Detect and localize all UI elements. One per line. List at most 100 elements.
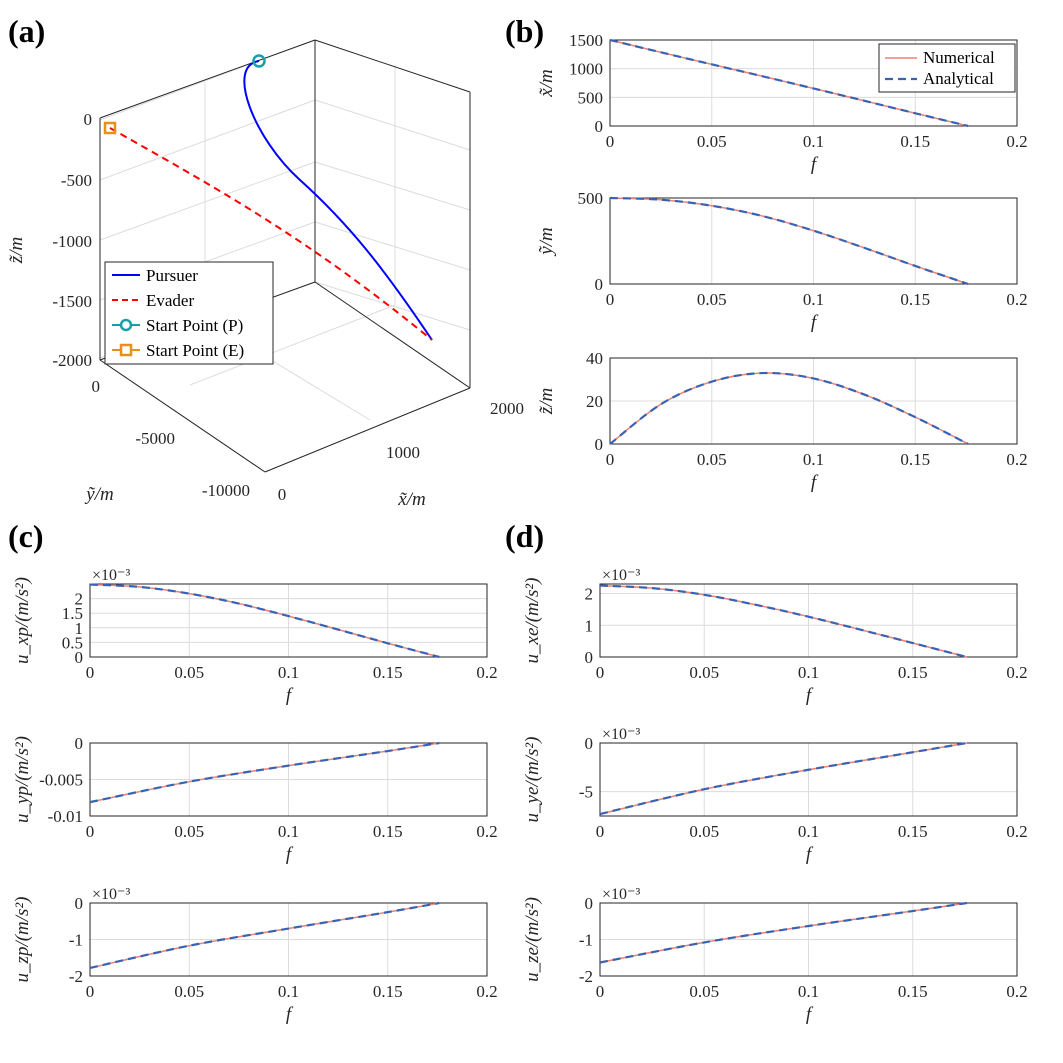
chart-b1: 0 0.05 0.1 0.15 0.2 0 500 1000 1500 f x̃/m Numerica… <box>536 31 1028 175</box>
y-tick: -5000 <box>135 429 175 448</box>
x-tick-label: 0.1 <box>798 822 819 841</box>
y-axis-label: ỹ/m <box>84 484 113 505</box>
series-line-analytical <box>599 584 968 659</box>
y-tick-label: 0 <box>595 275 604 294</box>
y-tick-label: 0 <box>585 734 594 753</box>
x-tick-label: 0.05 <box>697 132 727 151</box>
y-tick: 0 <box>92 377 101 396</box>
y-axis-label: x̃/m <box>536 69 557 97</box>
x-tick-label: 0.1 <box>798 663 819 682</box>
x-tick-label: 0.1 <box>278 663 299 682</box>
z-tick: -500 <box>61 171 92 190</box>
y-tick-label: 1500 <box>569 31 603 50</box>
y-tick-label: -1 <box>579 931 593 950</box>
x-tick-label: 0 <box>86 982 95 1001</box>
y-tick-label: -2 <box>579 967 593 986</box>
z-axis-label: z̃/m <box>6 237 27 264</box>
panel-a-3d-plot: 0 -500 -1000 -1500 -2000 z̃/m 0 -5000 -1… <box>6 39 524 510</box>
panel-label-b: (b) <box>505 13 544 49</box>
x-tick-label: 0.1 <box>803 132 824 151</box>
z-tick: -1000 <box>52 232 92 251</box>
y-tick-label: 0 <box>75 734 84 753</box>
x-tick-label: 0.1 <box>278 822 299 841</box>
y-tick-label: -0.01 <box>48 807 83 826</box>
y-tick-labels: 0 -5000 -10000 <box>92 377 251 500</box>
y-tick-label: -2 <box>69 967 83 986</box>
x-tick-label: 0.2 <box>476 822 497 841</box>
y-axis-label: u_xe/(m/s²) <box>522 578 543 664</box>
y-tick-label: 2 <box>585 585 594 604</box>
x-tick-label: 0.2 <box>476 982 497 1001</box>
x-tick-label: 0.15 <box>373 822 403 841</box>
series-line-analytical <box>599 741 968 816</box>
z-tick-labels: 0 -500 -1000 -1500 -2000 <box>52 110 92 370</box>
y-tick-label: 500 <box>578 189 604 208</box>
chart-c3: 0 0.05 0.1 0.15 0.2 -2 -1 0 f u_zp/(m/s²) ×10⁻³ <box>12 886 498 1025</box>
x-tick-label: 0.1 <box>803 450 824 469</box>
y-tick-label: 0 <box>75 894 84 913</box>
series-line-numerical <box>599 742 968 815</box>
series-line-analytical <box>89 583 440 659</box>
legend-entry: Analytical <box>923 69 994 88</box>
z-tick: -2000 <box>52 351 92 370</box>
y-tick-label: 0 <box>585 894 594 913</box>
series-line-analytical <box>599 901 968 964</box>
x-tick-label: 0.05 <box>174 982 204 1001</box>
x-tick-label: 0.05 <box>697 290 727 309</box>
legend-entry: Numerical <box>923 48 995 67</box>
series-line-numerical <box>609 372 969 445</box>
y-tick-label: 0 <box>595 117 604 136</box>
x-tick: 0 <box>278 485 287 504</box>
axis-exponent-label: ×10⁻³ <box>92 886 130 903</box>
chart-d1: 0 0.05 0.1 0.15 0.2 0 1 2 f u_xe/(m/s²) ×10⁻³ <box>522 567 1028 706</box>
x-tick-label: 0.2 <box>1006 982 1027 1001</box>
x-tick-label: 0.05 <box>697 450 727 469</box>
y-tick-label: 0.5 <box>62 633 83 652</box>
axes-box <box>599 902 1018 977</box>
y-axis-label: u_xp/(m/s²) <box>12 577 33 664</box>
y-tick-label: -1 <box>69 931 83 950</box>
series-line-numerical <box>609 197 969 285</box>
legend-entry: Start Point (E) <box>146 341 244 360</box>
x-tick-label: 0.15 <box>900 132 930 151</box>
x-tick-label: 0.05 <box>689 982 719 1001</box>
x-tick: 1000 <box>386 443 420 462</box>
y-tick-label: 500 <box>578 88 604 107</box>
x-tick: 2000 <box>490 399 524 418</box>
chart-d2: 0 0.05 0.1 0.15 0.2 -5 0 f u_ye/(m/s²) ×10⁻³ <box>522 726 1028 865</box>
axis-exponent-label: ×10⁻³ <box>92 567 130 584</box>
x-tick-label: 0.15 <box>373 982 403 1001</box>
x-tick-label: 0.15 <box>900 290 930 309</box>
x-axis-label: f <box>286 685 294 706</box>
y-axis-label: u_yp/(m/s²) <box>12 736 33 823</box>
axis-exponent-label: ×10⁻³ <box>602 726 640 743</box>
x-tick-label: 0.2 <box>1006 663 1027 682</box>
y-axis-label: u_zp/(m/s²) <box>12 897 33 983</box>
axes-box <box>609 357 1018 445</box>
x-tick-label: 0.05 <box>689 822 719 841</box>
series-line-analytical <box>609 371 969 445</box>
z-tick: 0 <box>84 110 93 129</box>
y-tick-label: 0 <box>75 648 84 667</box>
axis-exponent-label: ×10⁻³ <box>602 886 640 903</box>
x-axis-label: f <box>811 472 819 493</box>
x-axis-label: f <box>806 844 814 865</box>
x-tick-label: 0.05 <box>174 822 204 841</box>
x-axis-label: x̃/m <box>397 489 425 510</box>
x-tick-label: 0 <box>596 982 605 1001</box>
x-tick-label: 0.2 <box>1006 450 1027 469</box>
y-tick-label: 1 <box>75 619 84 638</box>
y-tick-label: -0.005 <box>39 771 83 790</box>
y-tick-label: 0 <box>595 435 604 454</box>
panel-label-c: (c) <box>8 518 44 554</box>
axes-box <box>599 583 1018 658</box>
legend-entry: Start Point (P) <box>146 316 243 335</box>
x-tick-label: 0 <box>86 822 95 841</box>
y-axis-label: u_ye/(m/s²) <box>522 737 543 823</box>
panel-label-a: (a) <box>8 13 45 49</box>
x-axis-label: f <box>806 1004 814 1025</box>
y-tick-label: 40 <box>586 349 603 368</box>
chart-c1: 0 0.05 0.1 0.15 0.2 00.511.52 f u_xp/(m/s²) ×10⁻… <box>12 567 498 706</box>
y-axis-label: u_ze/(m/s²) <box>522 897 543 982</box>
